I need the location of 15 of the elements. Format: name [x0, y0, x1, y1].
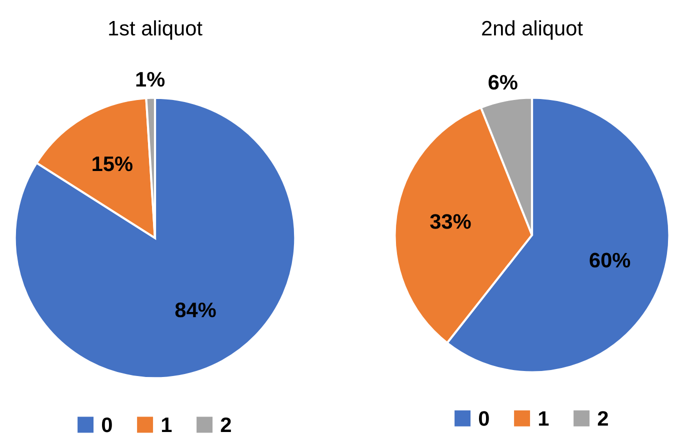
- legend-label: 1: [162, 418, 172, 432]
- data-label: 6%: [488, 74, 518, 90]
- legend-label: 2: [598, 411, 608, 426]
- data-label: 84%: [175, 302, 216, 318]
- data-label: 60%: [590, 252, 630, 268]
- legend-label: 0: [102, 417, 112, 432]
- legend-label: 2: [220, 417, 231, 432]
- legend-label: 0: [478, 411, 489, 426]
- data-label: 15%: [92, 156, 132, 172]
- legend-label: 1: [538, 411, 549, 426]
- data-label: 1%: [136, 72, 165, 87]
- chart-title: 2nd aliquot: [482, 20, 583, 40]
- chart-title: 1st aliquot: [109, 20, 202, 40]
- pie-slice: [14, 96, 296, 380]
- data-label: 33%: [430, 214, 471, 229]
